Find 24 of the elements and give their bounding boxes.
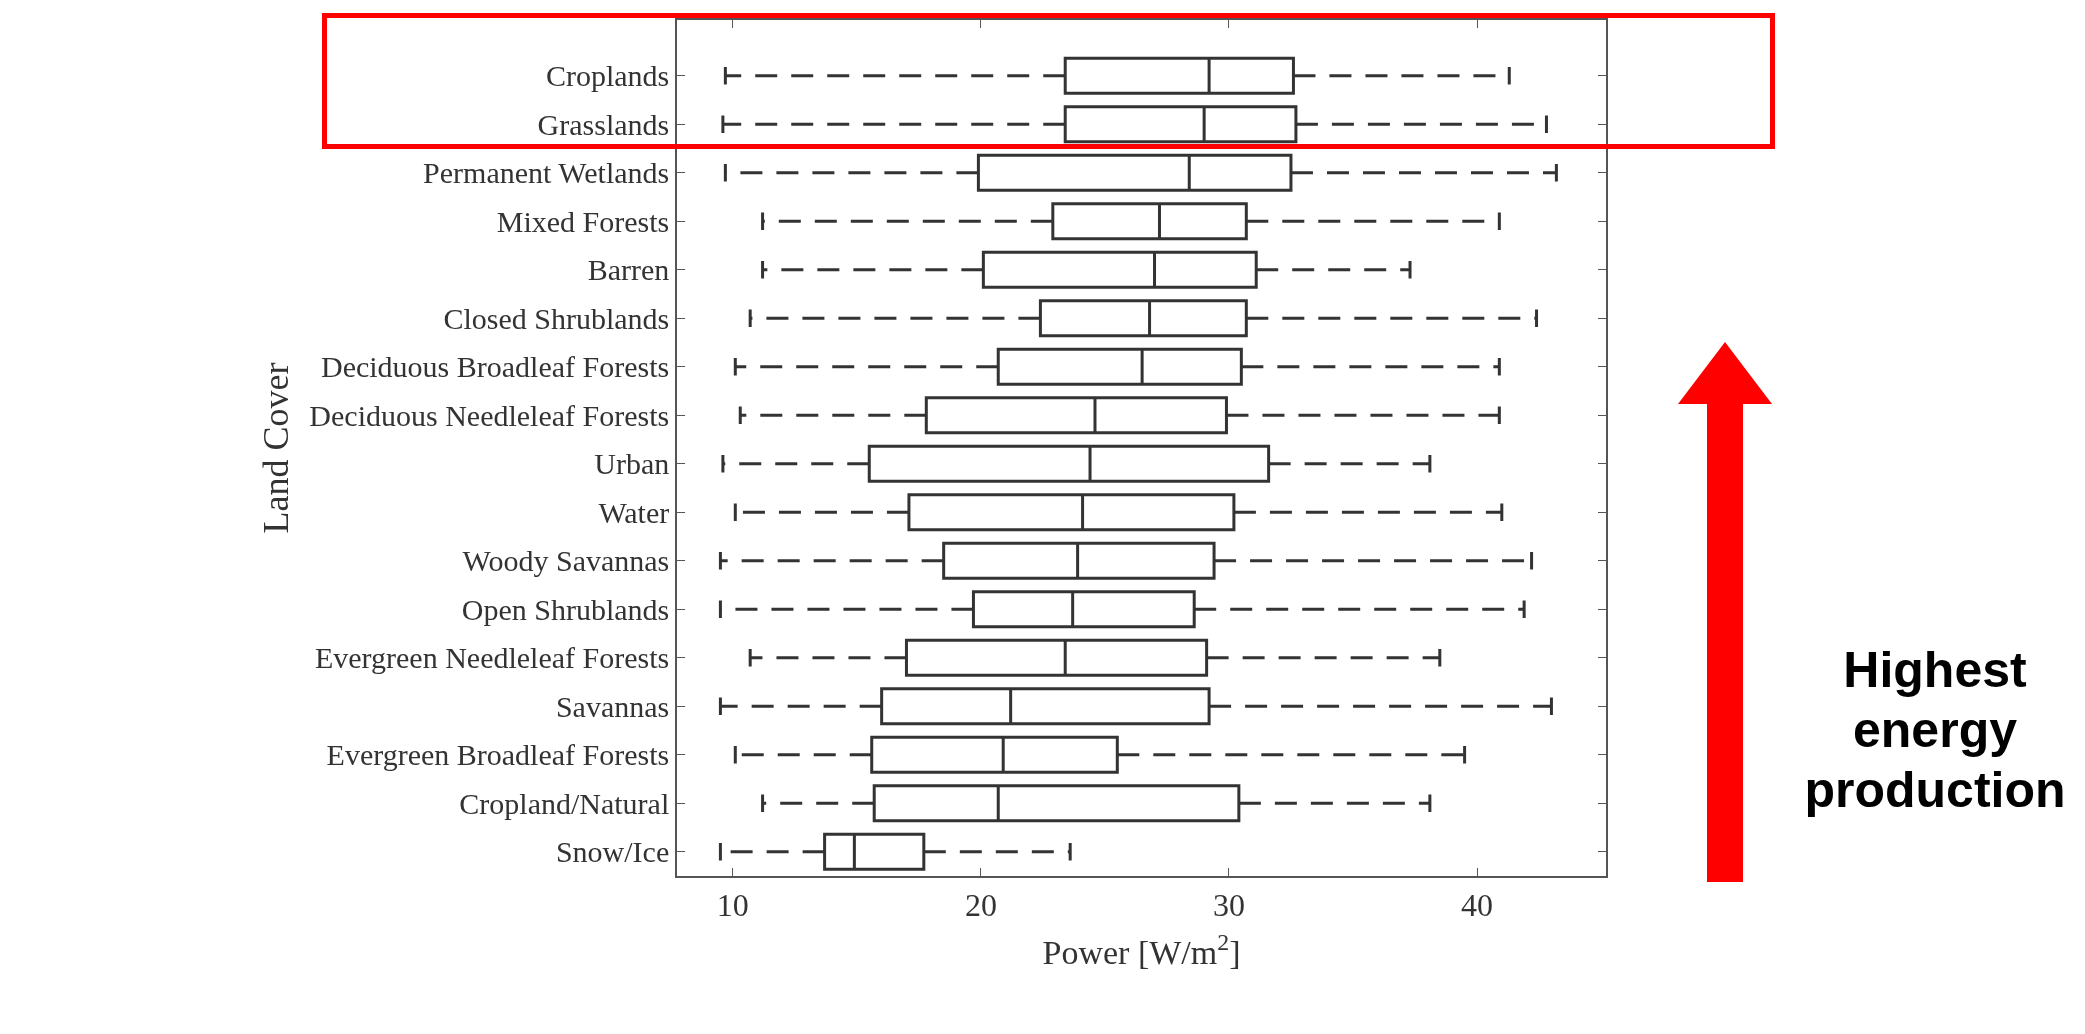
y-tick-label: Open Shrublands bbox=[461, 592, 670, 626]
x-tick-label: 30 bbox=[1212, 887, 1245, 924]
y-tick-label: Grasslands bbox=[537, 107, 670, 141]
x-tick-label: 40 bbox=[1461, 887, 1494, 924]
y-axis-title: Land Cover bbox=[255, 362, 296, 534]
x-tick-label: 10 bbox=[716, 887, 749, 924]
y-tick-label: Deciduous Needleleaf Forests bbox=[309, 398, 670, 432]
x-tick-label: 20 bbox=[964, 887, 997, 924]
x-axis-title: Power [W/m$^{2}$] bbox=[1042, 928, 1241, 971]
y-tick-label: Urban bbox=[594, 447, 670, 481]
y-tick-label: Closed Shrublands bbox=[443, 301, 670, 335]
y-tick-label: Deciduous Broadleaf Forests bbox=[320, 350, 670, 384]
y-tick-label: Evergreen Needleleaf Forests bbox=[314, 641, 670, 675]
y-tick-label: Snow/Ice bbox=[555, 835, 670, 869]
y-tick-label: Cropland/Natural bbox=[459, 786, 670, 820]
y-tick-label: Mixed Forests bbox=[496, 204, 670, 238]
text: Highest energy production bbox=[1803, 641, 2067, 820]
y-tick-label: Woody Savannas bbox=[462, 544, 670, 578]
y-tick-label: Permanent Wetlands bbox=[423, 156, 670, 190]
y-tick-label: Water bbox=[598, 495, 670, 529]
y-tick-label: Savannas bbox=[555, 689, 670, 723]
y-tick-label: Barren bbox=[587, 253, 670, 287]
y-tick-label: Croplands bbox=[545, 59, 670, 93]
y-tick-label: Evergreen Broadleaf Forests bbox=[326, 738, 670, 772]
